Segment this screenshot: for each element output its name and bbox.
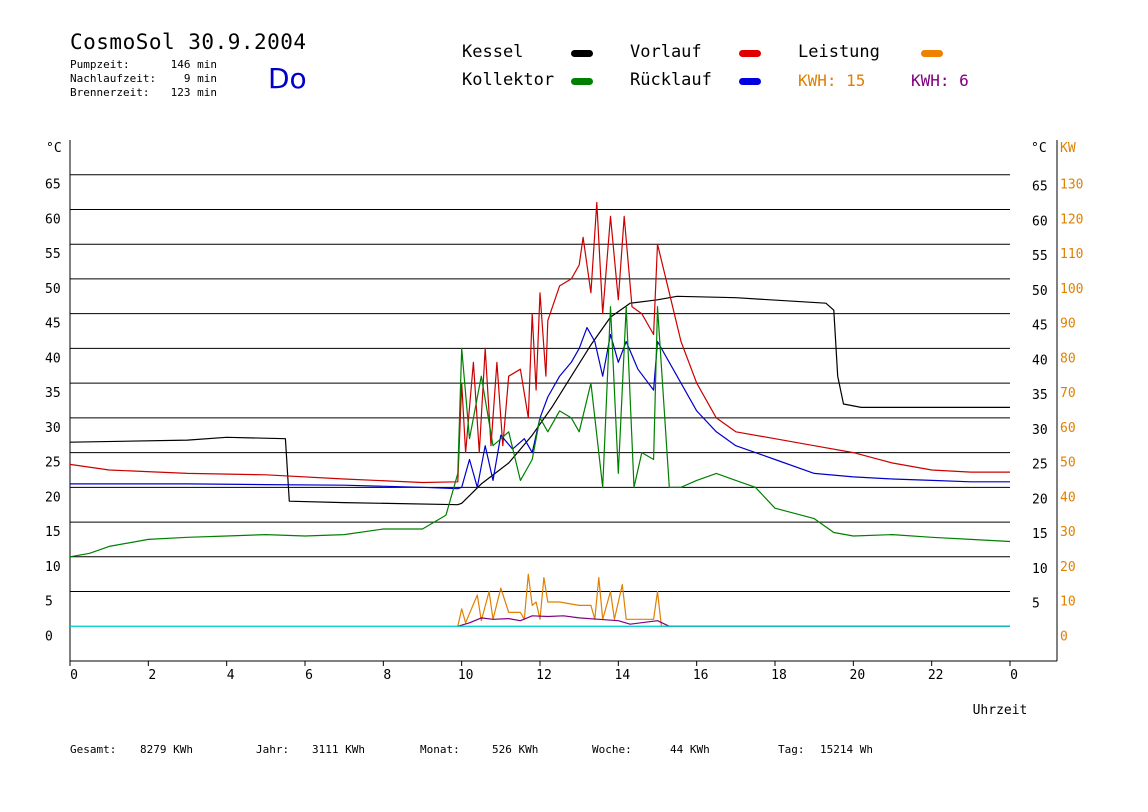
x-tick-label: 6 — [305, 668, 313, 683]
footer-jahr-value: 3111 KWh — [312, 743, 365, 756]
footer-tag-label: Tag: — [778, 743, 805, 756]
y-left-tick-label: 60 — [45, 212, 61, 227]
y-right-tick-label: 40 — [1032, 353, 1048, 368]
y-left-tick-label: 20 — [45, 490, 61, 505]
x-tick-label: 4 — [227, 668, 235, 683]
weekday-label: Do — [268, 62, 307, 95]
y-left-tick-label: 5 — [45, 595, 53, 610]
stat-label-pumpzeit: Pumpzeit: — [70, 58, 130, 71]
y-right-tick-label: 25 — [1032, 458, 1048, 473]
series-line-kessel — [69, 295, 1010, 506]
legend-swatch-kessel — [571, 50, 593, 57]
stat-value-nachlaufzeit: 9 min — [183, 72, 217, 85]
series-line-vorlauf — [69, 201, 1010, 484]
kw-tick-label: 30 — [1060, 525, 1076, 540]
kw-tick-label: 50 — [1060, 456, 1076, 471]
stat-label-brennerzeit: Brennerzeit: — [70, 86, 150, 99]
kw-tick-label: 120 — [1060, 212, 1083, 227]
y-right-tick-label: 35 — [1032, 388, 1048, 403]
footer-gesamt-value: 8279 KWh — [140, 743, 193, 756]
series-line-rücklauf — [70, 327, 1010, 490]
y-left-tick-label: 65 — [45, 178, 61, 193]
x-tick-label: 10 — [458, 668, 474, 683]
x-axis-title: Uhrzeit — [973, 703, 1028, 718]
y-right-tick-label: 15 — [1032, 527, 1048, 542]
y-left-tick-label: 55 — [45, 247, 61, 262]
series-line-leistung — [457, 573, 1010, 627]
kw-tick-label: 0 — [1060, 629, 1068, 644]
y-left-tick-label: 30 — [45, 421, 61, 436]
y-left-tick-label: 45 — [45, 317, 61, 332]
y-right-tick-label: 5 — [1032, 597, 1040, 612]
kw-tick-label: 60 — [1060, 421, 1076, 436]
footer-monat-label: Monat: — [420, 743, 460, 756]
stat-value-brennerzeit: 123 min — [170, 86, 217, 99]
y-left-tick-label: 10 — [45, 560, 61, 575]
stat-value-pumpzeit: 146 min — [170, 58, 217, 71]
x-tick-label: 14 — [615, 668, 631, 683]
footer-jahr-label: Jahr: — [256, 743, 290, 756]
x-tick-label: 22 — [928, 668, 944, 683]
y-left-unit: °C — [46, 141, 62, 156]
legend-swatch-leistung — [921, 50, 943, 57]
y-right-tick-label: 60 — [1032, 214, 1048, 229]
kw-tick-label: 40 — [1060, 490, 1076, 505]
x-tick-label: 8 — [383, 668, 391, 683]
y-right-unit: °C — [1031, 141, 1047, 156]
y-right-tick-label: 45 — [1032, 319, 1048, 334]
legend-label-vorlauf: Vorlauf — [630, 42, 702, 62]
series-line-kwh — [457, 615, 1010, 627]
x-tick-label: 2 — [148, 668, 156, 683]
legend-label-ruecklauf: Rücklauf — [630, 70, 712, 90]
footer-gesamt-label: Gesamt: — [70, 743, 117, 756]
legend-swatch-kollektor — [571, 78, 593, 85]
y-left-tick-label: 0 — [45, 629, 53, 644]
kw-tick-label: 70 — [1060, 386, 1076, 401]
y-left-tick-label: 50 — [45, 282, 61, 297]
kwh-leistung-label: KWH: 15 — [798, 71, 866, 90]
y-right-tick-label: 55 — [1032, 249, 1048, 264]
y-right-tick-label: 10 — [1032, 562, 1048, 577]
x-tick-label: 20 — [850, 668, 866, 683]
kw-tick-label: 10 — [1060, 595, 1076, 610]
y-left-tick-label: 35 — [45, 386, 61, 401]
y-right-tick-label: 65 — [1032, 180, 1048, 195]
kw-tick-label: 130 — [1060, 178, 1083, 193]
kw-tick-label: 80 — [1060, 351, 1076, 366]
legend-swatch-ruecklauf — [739, 78, 761, 85]
footer-woche-label: Woche: — [592, 743, 632, 756]
legend-label-leistung: Leistung — [798, 42, 880, 62]
y-right-tick-label: 30 — [1032, 423, 1048, 438]
x-tick-label: 18 — [771, 668, 787, 683]
stat-label-nachlaufzeit: Nachlaufzeit: — [70, 72, 157, 85]
y-right-tick-label: 20 — [1032, 492, 1048, 507]
x-tick-label: 0 — [70, 668, 78, 683]
kw-tick-label: 100 — [1060, 282, 1083, 297]
x-tick-label: 0 — [1010, 668, 1018, 683]
x-tick-label: 12 — [536, 668, 552, 683]
kw-tick-label: 20 — [1060, 560, 1076, 575]
series-line-kollektor — [69, 306, 1011, 558]
legend-label-kollektor: Kollektor — [462, 70, 555, 90]
legend-swatch-vorlauf — [739, 50, 761, 57]
footer-monat-value: 526 KWh — [492, 743, 539, 756]
kw-tick-label: 110 — [1060, 247, 1083, 262]
legend-label-kessel: Kessel — [462, 42, 524, 62]
y-right-tick-label: 50 — [1032, 284, 1048, 299]
kwh-label: KWH: 6 — [911, 71, 969, 90]
footer-tag-value: 15214 Wh — [820, 743, 873, 756]
x-tick-label: 16 — [693, 668, 709, 683]
y-left-tick-label: 40 — [45, 351, 61, 366]
footer-woche-value: 44 KWh — [670, 743, 710, 756]
kw-tick-label: 90 — [1060, 317, 1076, 332]
page-title: CosmoSol 30.9.2004 — [70, 30, 307, 54]
y-left-tick-label: 15 — [45, 525, 61, 540]
kw-unit: KW — [1060, 141, 1076, 156]
y-left-tick-label: 25 — [45, 456, 61, 471]
